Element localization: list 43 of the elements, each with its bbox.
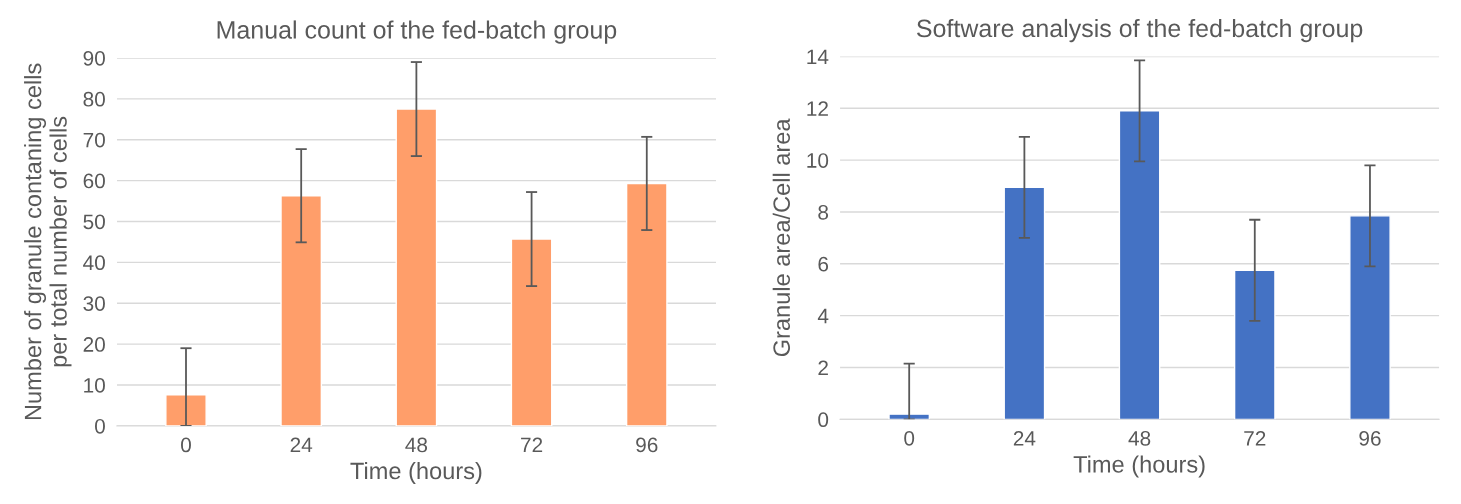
x-axis-title: Time (hours) [1073,455,1205,478]
y-tick-label: 0 [95,418,105,434]
x-tick-label: 72 [1244,430,1266,446]
x-tick-label: 96 [636,437,658,453]
chart-title: Manual count of the fed-batch group [217,20,617,44]
bar [165,394,207,426]
y-tick-label: 30 [83,296,105,311]
y-axis-title: Granule area/Cell area [772,118,791,357]
bar [395,108,438,426]
y-tick-label: 4 [817,308,829,324]
bar [510,238,553,426]
x-axis-title: Time (hours) [350,461,482,484]
x-tick-label: 48 [405,437,428,453]
x-tick-label: 0 [181,437,191,453]
y-tick-label: 90 [83,50,105,66]
y-tick-label: 10 [807,153,829,168]
x-tick-label: 72 [521,437,543,453]
y-tick-label: 0 [818,412,829,428]
x-tick-label: 96 [1359,430,1381,446]
y-tick-label: 6 [818,256,829,272]
bar [1118,110,1161,420]
x-tick-label: 24 [290,437,313,453]
x-tick-label: 0 [904,430,915,446]
bar [1003,186,1046,420]
bar [1349,215,1391,420]
x-tick-label: 24 [1013,430,1036,446]
x-tick-label: 48 [1128,430,1151,446]
y-axis-title: Number of granule contaning cells per total number of cells [24,63,72,420]
y-tick-label: 40 [83,255,105,271]
bar [280,195,323,426]
y-tick-label: 60 [83,173,105,189]
chart-title: Software analysis of the fed-batch group [916,18,1363,43]
y-tick-label: 12 [807,101,828,116]
y-tick-label: 50 [83,214,105,230]
bar [625,182,668,426]
y-tick-label: 20 [83,337,105,352]
y-tick-label: 10 [84,378,105,393]
y-tick-label: 8 [818,204,829,220]
y-tick-label: 80 [83,91,105,107]
y-tick-label: 14 [807,49,829,64]
y-tick-label: 2 [818,360,828,376]
bar [1233,269,1276,420]
y-tick-label: 70 [83,132,105,148]
